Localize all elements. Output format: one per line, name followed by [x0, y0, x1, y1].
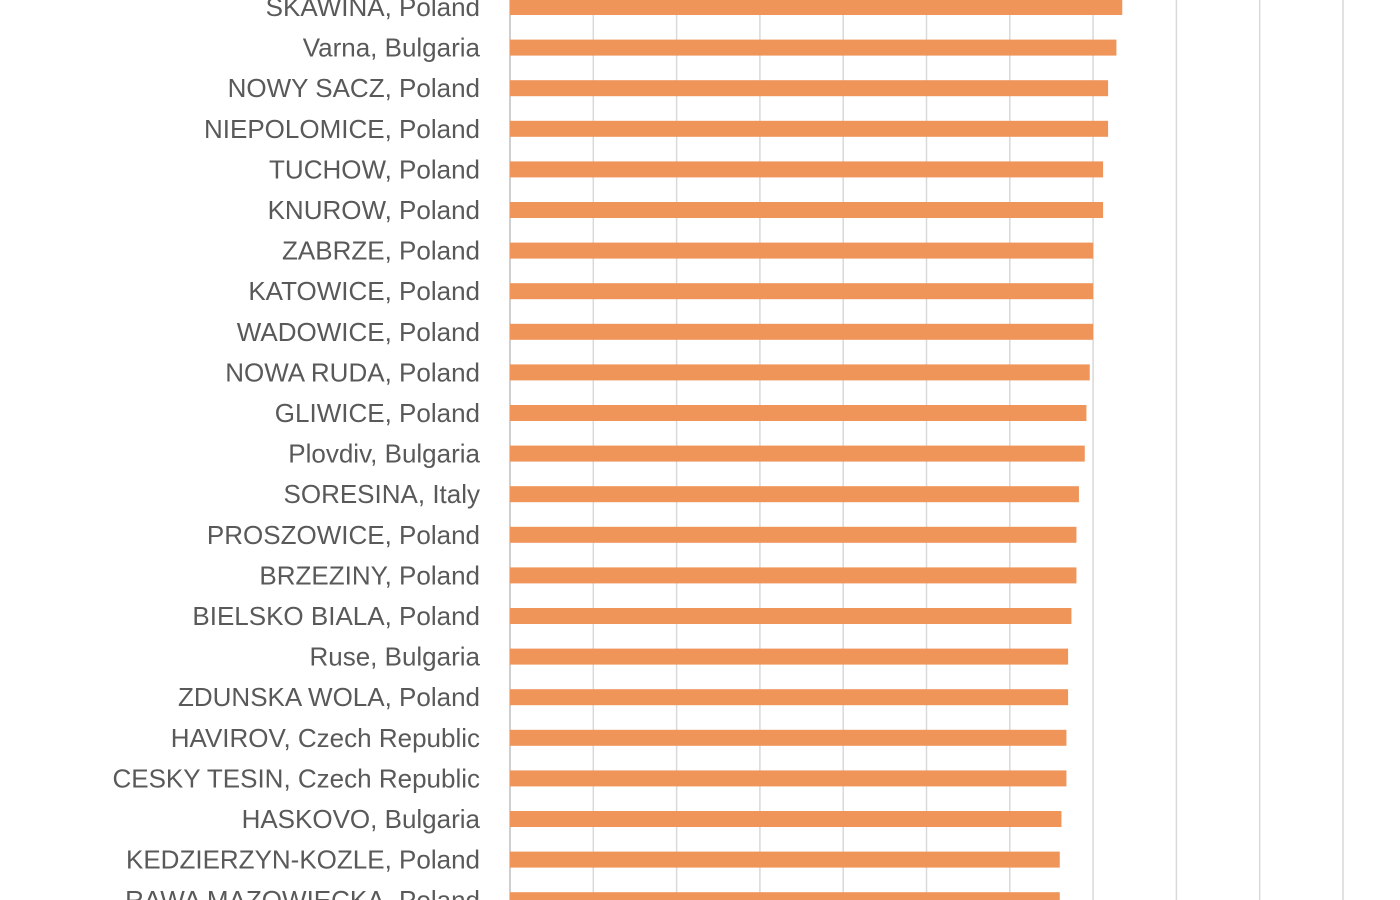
bar [510, 242, 1094, 259]
category-label: ZDUNSKA WOLA, Poland [178, 682, 480, 712]
bar [510, 689, 1069, 706]
bar [510, 567, 1077, 584]
category-label: KEDZIERZYN-KOZLE, Poland [126, 845, 480, 875]
category-label: WADOWICE, Poland [237, 317, 480, 347]
category-label: NOWY SACZ, Poland [228, 73, 480, 103]
category-label: KATOWICE, Poland [248, 276, 480, 306]
bar [510, 526, 1077, 543]
bar [510, 405, 1087, 421]
bar [510, 729, 1067, 746]
category-label: SKAWINA, Poland [266, 0, 480, 22]
bar [510, 608, 1072, 624]
category-label: HAVIROV, Czech Republic [171, 723, 480, 753]
bar [510, 486, 1079, 503]
bar [510, 892, 1060, 900]
bar [510, 39, 1117, 56]
category-label: NIEPOLOMICE, Poland [204, 114, 480, 144]
category-label: Ruse, Bulgaria [309, 642, 480, 672]
category-labels: SKAWINA, Poland Varna, Bulgaria NOWY SACZ,… [112, 0, 480, 900]
bar [510, 283, 1094, 300]
category-label: KNUROW, Poland [268, 195, 480, 225]
category-label: GLIWICE, Poland [275, 398, 480, 428]
category-label: Plovdiv, Bulgaria [288, 439, 480, 469]
category-label: HASKOVO, Bulgaria [242, 804, 481, 834]
category-label: ZABRZE, Poland [282, 236, 480, 266]
bar [510, 445, 1085, 462]
category-label: CESKY TESIN, Czech Republic [112, 763, 480, 793]
bar [510, 323, 1094, 340]
category-label: PROSZOWICE, Poland [207, 520, 480, 550]
category-label: TUCHOW, Poland [269, 154, 480, 184]
bar [510, 0, 1123, 15]
bar [510, 851, 1060, 868]
bar [510, 161, 1104, 178]
bar [510, 364, 1090, 381]
category-label: RAWA MAZOWIECKA, Poland [125, 885, 480, 900]
bar [510, 120, 1109, 137]
category-label: BIELSKO BIALA, Poland [192, 601, 480, 631]
category-label: NOWA RUDA, Poland [225, 357, 480, 387]
bars [510, 0, 1123, 900]
bar [510, 811, 1062, 827]
bar [510, 202, 1104, 218]
bar [510, 648, 1069, 665]
category-label: BRZEZINY, Poland [259, 560, 480, 590]
category-label: SORESINA, Italy [284, 479, 481, 509]
category-label: Varna, Bulgaria [303, 33, 481, 63]
bar [510, 80, 1109, 97]
bar [510, 770, 1067, 787]
